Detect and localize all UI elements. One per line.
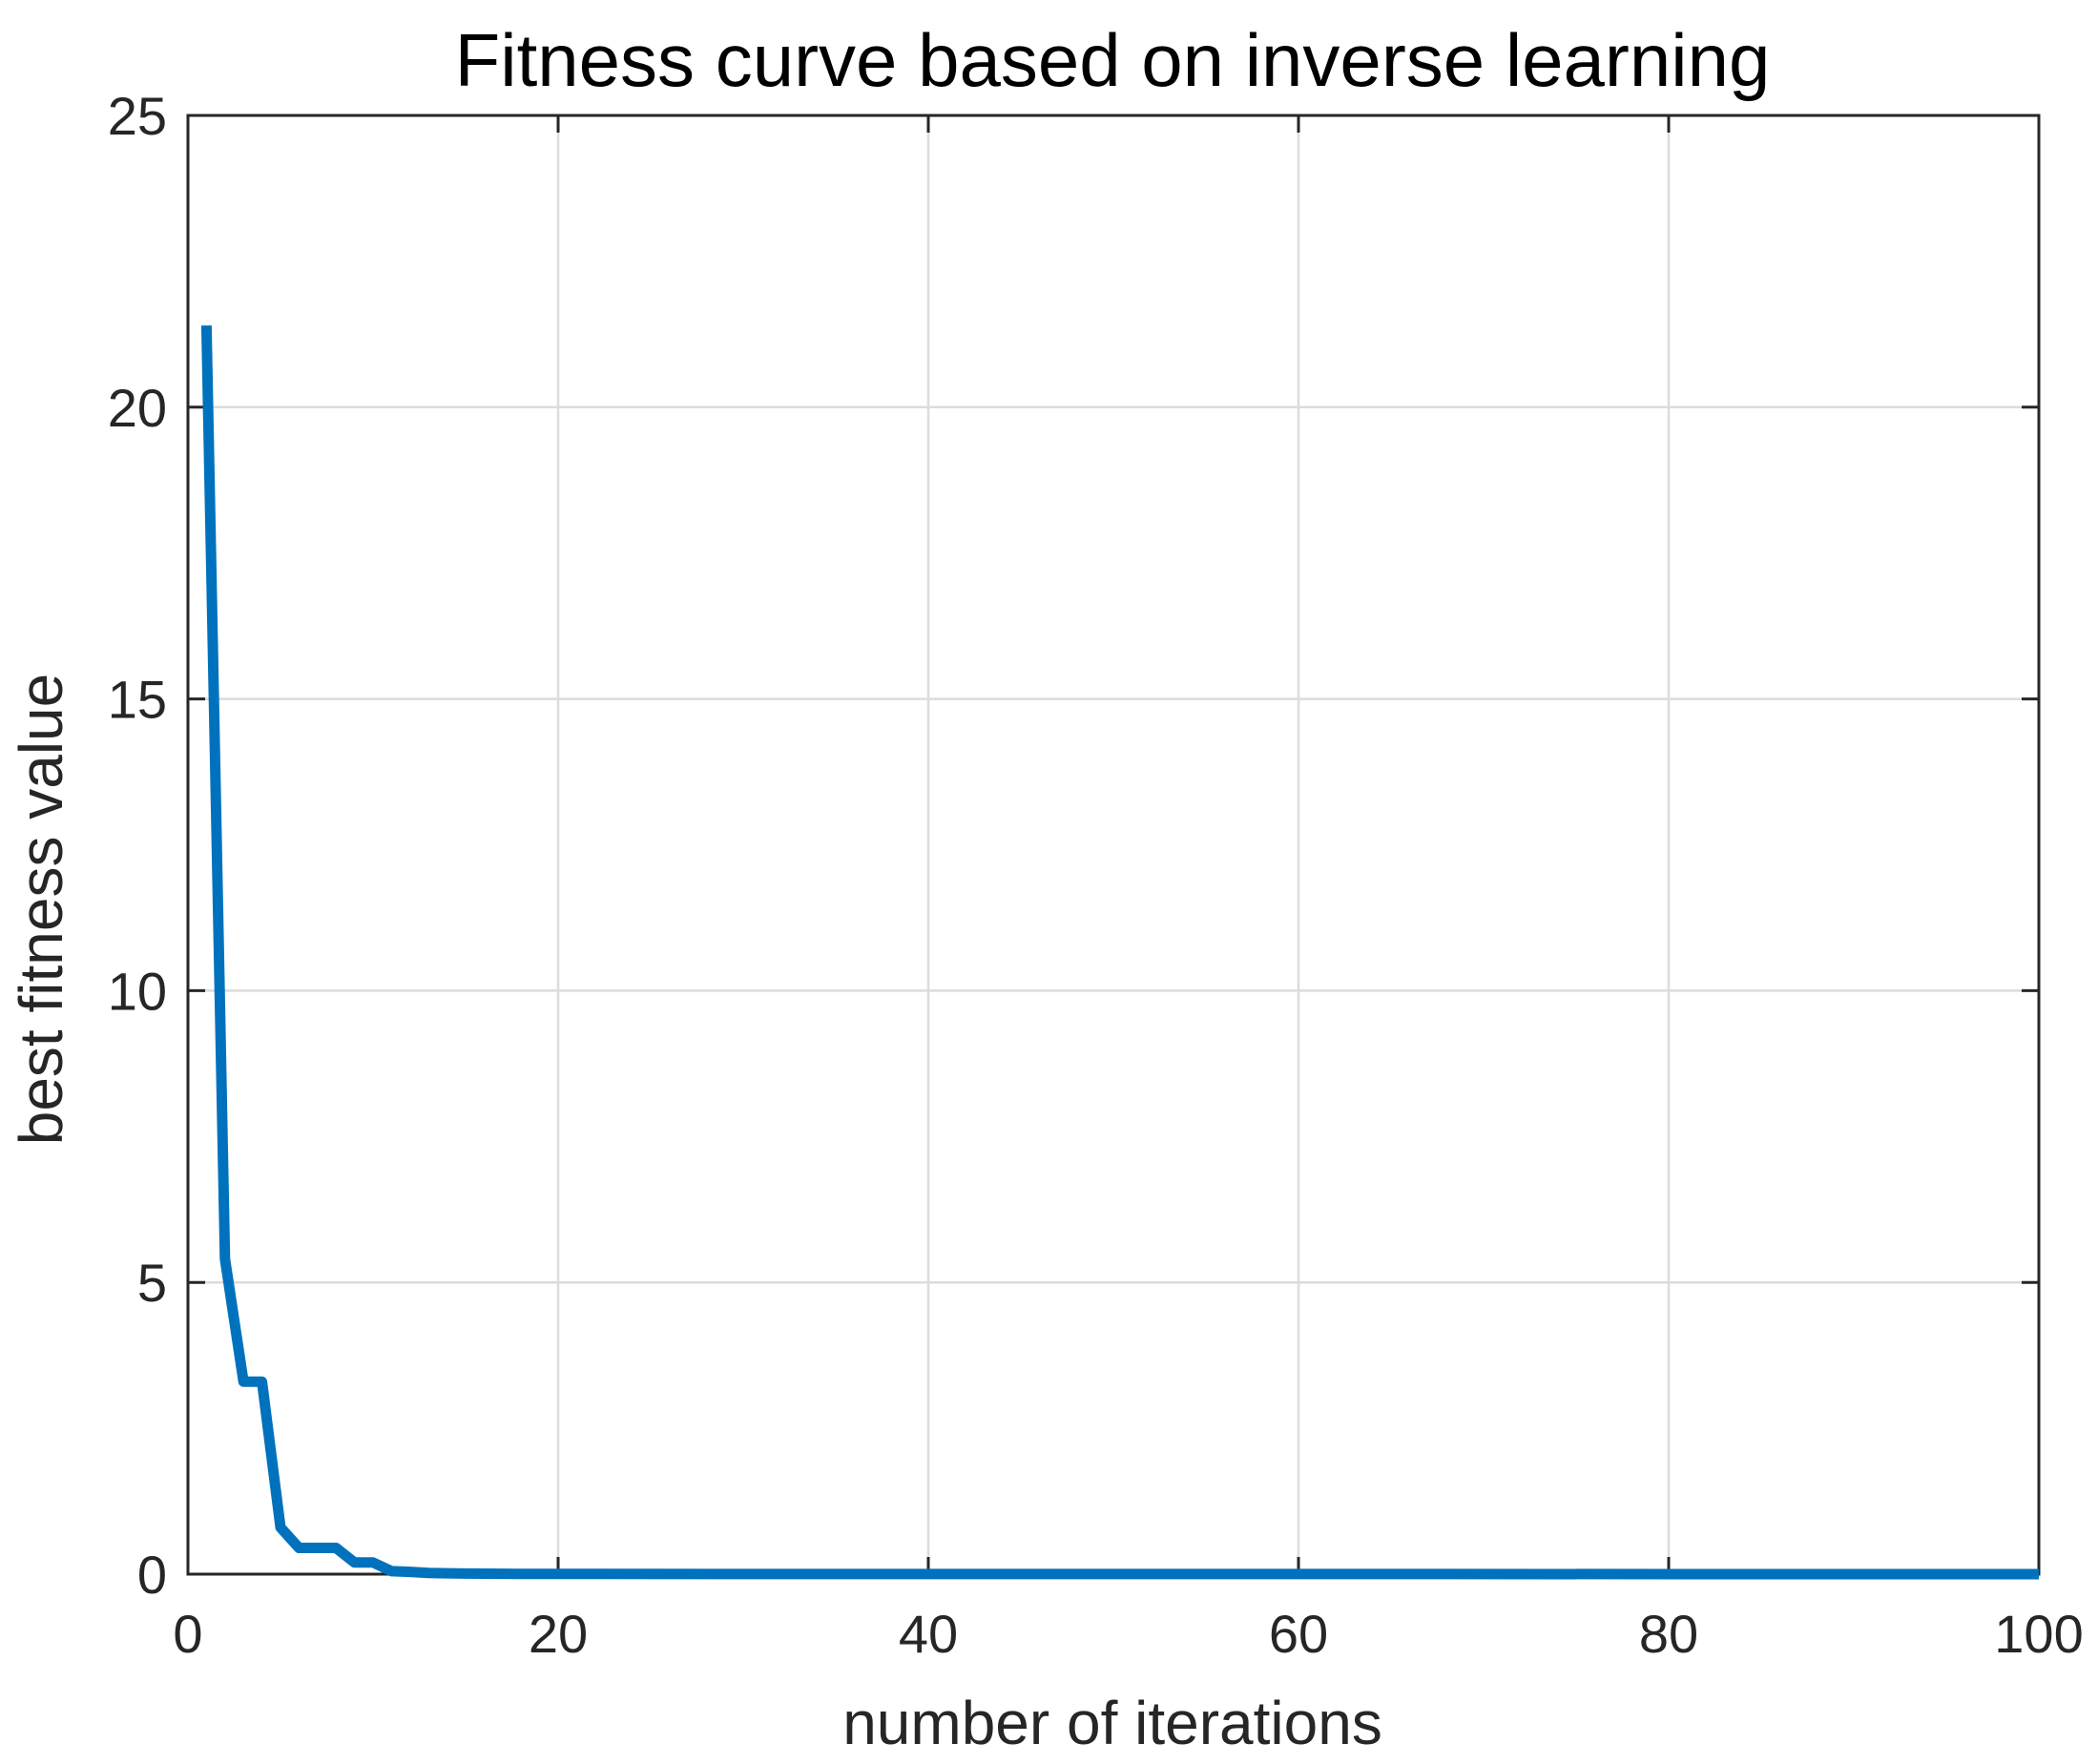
y-tick-label-20: 20 bbox=[108, 378, 167, 438]
grid bbox=[188, 115, 2039, 1574]
y-tick-label-5: 5 bbox=[137, 1253, 167, 1313]
y-tick-label-25: 25 bbox=[108, 86, 167, 146]
series-layer bbox=[200, 325, 2040, 1580]
series-line-0 bbox=[200, 325, 2040, 1580]
x-tick-label-100: 100 bbox=[1994, 1604, 2083, 1664]
x-tick-label-80: 80 bbox=[1639, 1604, 1698, 1664]
x-tick-label-20: 20 bbox=[529, 1604, 588, 1664]
y-axis-label: best fitness value bbox=[7, 674, 75, 1146]
y-tick-label-0: 0 bbox=[137, 1545, 167, 1605]
y-tick-label-10: 10 bbox=[108, 961, 167, 1021]
chart-title: Fitness curve based on inverse learning bbox=[455, 18, 1771, 102]
x-tick-label-0: 0 bbox=[173, 1604, 202, 1664]
tick-labels: 0 20 40 60 80 100 0 5 10 15 20 25 bbox=[108, 86, 2084, 1664]
x-axis-label: number of iterations bbox=[842, 1689, 1382, 1757]
y-tick-label-15: 15 bbox=[108, 670, 167, 730]
x-tick-label-60: 60 bbox=[1269, 1604, 1328, 1664]
x-tick-label-40: 40 bbox=[899, 1604, 958, 1664]
